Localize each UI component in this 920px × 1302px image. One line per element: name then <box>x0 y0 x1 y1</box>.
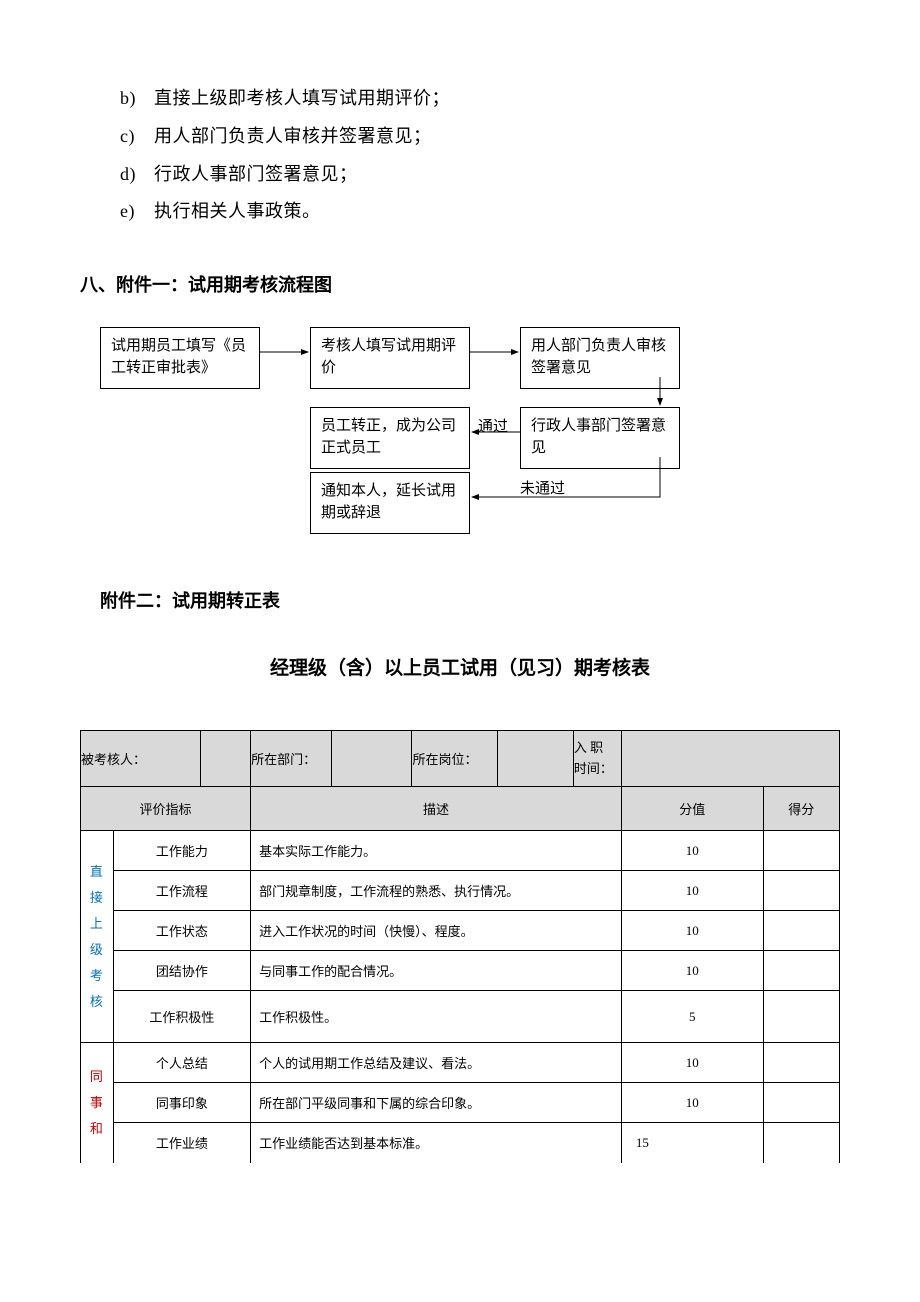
hdr-dept-val <box>331 731 412 787</box>
assessment-table: 被考核人： 所在部门： 所在岗位： 入 职 时间： 评价指标 描述 分值 得分 … <box>80 730 840 1163</box>
table-header-row-1: 被考核人： 所在部门： 所在岗位： 入 职 时间： <box>81 731 840 787</box>
category-1: 直接上级考核 <box>81 831 114 1043</box>
hdr2-score: 得分 <box>763 787 839 831</box>
hdr-dept: 所在部门： <box>251 731 332 787</box>
row-desc: 个人的试用期工作总结及建议、看法。 <box>251 1043 622 1083</box>
flow-label-pass: 通过 <box>478 415 508 436</box>
row-name: 工作流程 <box>113 871 250 911</box>
row-name: 工作能力 <box>113 831 250 871</box>
table-row: 同事印象 所在部门平级同事和下属的综合印象。 10 <box>81 1083 840 1123</box>
table-header-row-2: 评价指标 描述 分值 得分 <box>81 787 840 831</box>
row-val: 10 <box>621 871 763 911</box>
table-row: 直接上级考核 工作能力 基本实际工作能力。 10 <box>81 831 840 871</box>
hdr-joindate-val <box>621 731 839 787</box>
row-score <box>763 1083 839 1123</box>
list-item-e: e)执行相关人事政策。 <box>120 193 840 231</box>
flow-box-4: 行政人事部门签署意见 <box>520 407 680 469</box>
hdr2-value: 分值 <box>621 787 763 831</box>
row-val: 10 <box>621 951 763 991</box>
row-name: 同事印象 <box>113 1083 250 1123</box>
table-row: 团结协作 与同事工作的配合情况。 10 <box>81 951 840 991</box>
section-8-heading: 八、附件一：试用期考核流程图 <box>80 271 840 297</box>
list-item-c: c)用人部门负责人审核并签署意见； <box>120 118 840 156</box>
row-desc: 工作业绩能否达到基本标准。 <box>251 1123 622 1163</box>
row-val: 10 <box>621 1083 763 1123</box>
table-row: 工作状态 进入工作状况的时间（快慢）、程度。 10 <box>81 911 840 951</box>
row-desc: 基本实际工作能力。 <box>251 831 622 871</box>
row-desc: 部门规章制度，工作流程的熟悉、执行情况。 <box>251 871 622 911</box>
flowchart: 试用期员工填写《员工转正审批表》 考核人填写试用期评价 用人部门负责人审核签署意… <box>100 317 840 537</box>
appendix-2-heading: 附件二：试用期转正表 <box>100 587 840 613</box>
row-score <box>763 1043 839 1083</box>
list-item-b: b)直接上级即考核人填写试用期评价； <box>120 80 840 118</box>
row-desc: 工作积极性。 <box>251 991 622 1043</box>
row-val: 15 <box>621 1123 763 1163</box>
hdr-joindate: 入 职 时间： <box>573 731 621 787</box>
row-desc: 与同事工作的配合情况。 <box>251 951 622 991</box>
row-score <box>763 991 839 1043</box>
table-title: 经理级（含）以上员工试用（见习）期考核表 <box>80 653 840 680</box>
row-val: 5 <box>621 991 763 1043</box>
row-name: 工作积极性 <box>113 991 250 1043</box>
row-name: 工作业绩 <box>113 1123 250 1163</box>
table-row: 工作业绩 工作业绩能否达到基本标准。 15 <box>81 1123 840 1163</box>
table-row: 同事和 个人总结 个人的试用期工作总结及建议、看法。 10 <box>81 1043 840 1083</box>
row-desc: 进入工作状况的时间（快慢）、程度。 <box>251 911 622 951</box>
table-row: 工作流程 部门规章制度，工作流程的熟悉、执行情况。 10 <box>81 871 840 911</box>
flow-label-fail: 未通过 <box>520 477 565 498</box>
flow-box-3: 用人部门负责人审核签署意见 <box>520 327 680 389</box>
row-score <box>763 951 839 991</box>
hdr2-indicator: 评价指标 <box>81 787 251 831</box>
row-score <box>763 871 839 911</box>
hdr-position-val <box>497 731 573 787</box>
flow-box-6: 通知本人，延长试用期或辞退 <box>310 472 470 534</box>
hdr-assessee: 被考核人： <box>81 731 201 787</box>
list-item-d: d)行政人事部门签署意见； <box>120 156 840 194</box>
category-2: 同事和 <box>81 1043 114 1163</box>
hdr-assessee-val <box>200 731 250 787</box>
table-row: 工作积极性 工作积极性。 5 <box>81 991 840 1043</box>
row-val: 10 <box>621 911 763 951</box>
row-score <box>763 1123 839 1163</box>
hdr2-desc: 描述 <box>251 787 622 831</box>
row-score <box>763 911 839 951</box>
row-val: 10 <box>621 1043 763 1083</box>
flow-box-1: 试用期员工填写《员工转正审批表》 <box>100 327 260 389</box>
row-desc: 所在部门平级同事和下属的综合印象。 <box>251 1083 622 1123</box>
row-score <box>763 831 839 871</box>
row-name: 工作状态 <box>113 911 250 951</box>
row-val: 10 <box>621 831 763 871</box>
flow-box-5: 员工转正，成为公司正式员工 <box>310 407 470 469</box>
row-name: 团结协作 <box>113 951 250 991</box>
row-name: 个人总结 <box>113 1043 250 1083</box>
ordered-list: b)直接上级即考核人填写试用期评价； c)用人部门负责人审核并签署意见； d)行… <box>120 80 840 231</box>
hdr-position: 所在岗位： <box>412 731 497 787</box>
flow-box-2: 考核人填写试用期评价 <box>310 327 470 389</box>
